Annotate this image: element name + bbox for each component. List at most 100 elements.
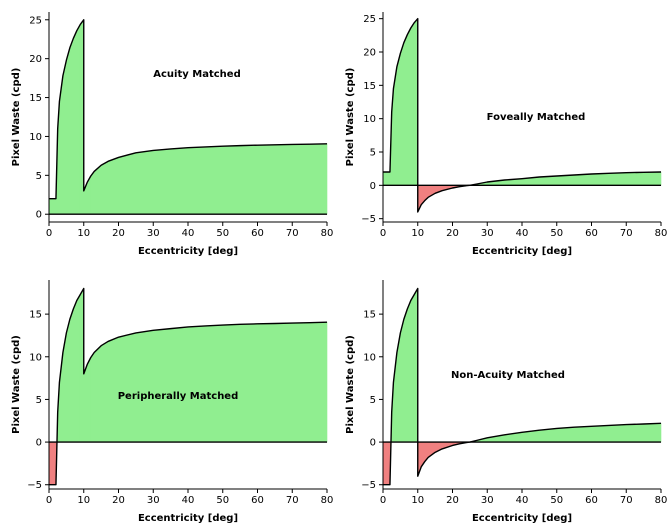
y-tick-label: 10 <box>29 132 42 143</box>
x-tick-label: 10 <box>411 228 424 239</box>
positive-area-segment-5 <box>69 308 74 443</box>
positive-area-segment-17 <box>573 425 592 443</box>
positive-area-segment-27 <box>291 143 310 215</box>
positive-area-segment-13 <box>90 170 95 215</box>
y-tick-label: 20 <box>363 48 376 59</box>
x-axis-label: Eccentricity [deg] <box>472 513 572 524</box>
x-tick-label: 70 <box>286 495 299 506</box>
positive-area-segment-21 <box>187 146 206 215</box>
panel-2: 0 10 20 30 40 50 60 70 80 −5 0 5 10 15 20 25 Eccentricit… <box>345 12 667 257</box>
positive-area-segment-6 <box>403 34 408 186</box>
positive-area-segment-20 <box>625 423 644 443</box>
positive-area-segment-20 <box>170 147 189 215</box>
x-tick-label: 60 <box>251 228 264 239</box>
x-tick-label: 20 <box>112 228 125 239</box>
y-tick-label: 0 <box>370 438 376 449</box>
positive-area-segment-25 <box>274 322 293 443</box>
x-tick-label: 30 <box>147 228 160 239</box>
positive-area-segment-6 <box>73 300 78 443</box>
positive-area-segment-21 <box>625 172 644 186</box>
y-tick-label: 15 <box>363 310 376 321</box>
x-tick-label: 40 <box>516 228 529 239</box>
positive-area-segment-18 <box>152 328 171 443</box>
x-tick-label: 50 <box>216 495 229 506</box>
positive-area-segment-18 <box>591 425 610 443</box>
positive-area-segment-16 <box>107 157 119 215</box>
positive-area-segment-12 <box>90 351 95 443</box>
y-tick-label: 10 <box>363 114 376 125</box>
x-tick-label: 70 <box>286 228 299 239</box>
positive-area-segment-17 <box>135 329 154 443</box>
positive-area-segment-28 <box>309 143 328 215</box>
positive-area-segment-5 <box>66 47 71 215</box>
panel-4: 0 10 20 30 40 50 60 70 80 −5 0 5 10 15 Eccentricity [d… <box>345 280 667 524</box>
y-tick-label: 20 <box>29 54 42 65</box>
positive-area-segment-26 <box>274 144 293 215</box>
negative-area-segment-0 <box>48 441 57 486</box>
positive-area-segment-10 <box>83 364 88 443</box>
pixel-waste-curve <box>49 287 328 486</box>
y-tick-label: 5 <box>36 395 42 406</box>
positive-area-segment-16 <box>118 332 137 443</box>
x-tick-label: 30 <box>481 228 494 239</box>
positive-area-segment-4 <box>396 53 401 186</box>
pixel-waste-curve <box>49 19 328 200</box>
positive-area-segment-7 <box>410 293 415 443</box>
negative-area-segment-0 <box>382 441 391 486</box>
panel-1: 0 10 20 30 40 50 60 70 80 0 5 10 15 20 25 Eccentricity … <box>11 12 333 257</box>
positive-area-segment-4 <box>66 319 71 443</box>
positive-area-segment-24 <box>257 323 276 443</box>
x-tick-label: 50 <box>550 228 563 239</box>
x-tick-label: 60 <box>585 228 598 239</box>
positive-area-segment-19 <box>608 424 627 443</box>
y-tick-label: −5 <box>361 214 376 225</box>
y-tick-label: 0 <box>36 210 42 221</box>
x-tick-label: 80 <box>321 228 334 239</box>
positive-area-segment-15 <box>100 160 109 215</box>
x-tick-label: 10 <box>411 495 424 506</box>
x-axis-label: Eccentricity [deg] <box>138 513 238 524</box>
positive-area-segment-8 <box>410 21 415 186</box>
x-tick-label: 10 <box>77 228 90 239</box>
x-tick-label: 50 <box>216 228 229 239</box>
y-tick-label: 0 <box>370 181 376 192</box>
positive-area-segment-16 <box>556 426 575 443</box>
y-tick-label: 5 <box>36 171 42 182</box>
panel-title: Foveally Matched <box>487 112 586 123</box>
y-tick-label: 10 <box>363 352 376 363</box>
positive-area-segment-23 <box>239 323 258 443</box>
panel-3: 0 10 20 30 40 50 60 70 80 −5 0 5 10 15 Eccentricity [d… <box>11 280 333 524</box>
x-axis-label: Eccentricity [deg] <box>138 246 238 257</box>
x-tick-label: 80 <box>321 495 334 506</box>
y-tick-label: 25 <box>363 14 376 25</box>
positive-area-segment-4 <box>62 60 67 215</box>
positive-area-segment-0 <box>382 171 391 186</box>
positive-area-segment-24 <box>239 144 258 215</box>
positive-area-segment-20 <box>608 172 627 186</box>
x-tick-label: 80 <box>655 495 668 506</box>
y-tick-label: 25 <box>29 15 42 26</box>
positive-area-segment-7 <box>76 293 81 443</box>
x-tick-label: 50 <box>550 495 563 506</box>
positive-area-segment-20 <box>187 325 206 443</box>
positive-area-segment-11 <box>86 357 91 443</box>
y-tick-label: 15 <box>29 93 42 104</box>
positive-area-segment-15 <box>107 336 119 443</box>
positive-area-segment-0 <box>48 198 57 215</box>
x-tick-label: 0 <box>380 495 386 506</box>
x-axis-label: Eccentricity [deg] <box>472 246 572 257</box>
panel-title: Non-Acuity Matched <box>451 370 565 381</box>
positive-area-segment-23 <box>222 145 241 215</box>
x-tick-label: 70 <box>620 495 633 506</box>
positive-area-segment-8 <box>76 23 81 215</box>
x-tick-label: 30 <box>481 495 494 506</box>
x-tick-label: 20 <box>112 495 125 506</box>
x-tick-label: 0 <box>46 495 52 506</box>
positive-area-segment-22 <box>205 145 224 215</box>
x-tick-label: 60 <box>251 495 264 506</box>
positive-area-segment-22 <box>643 171 662 186</box>
positive-area-segment-4 <box>400 319 405 443</box>
positive-area-segment-19 <box>170 326 189 443</box>
positive-area-segment-6 <box>69 38 74 215</box>
x-tick-label: 10 <box>77 495 90 506</box>
